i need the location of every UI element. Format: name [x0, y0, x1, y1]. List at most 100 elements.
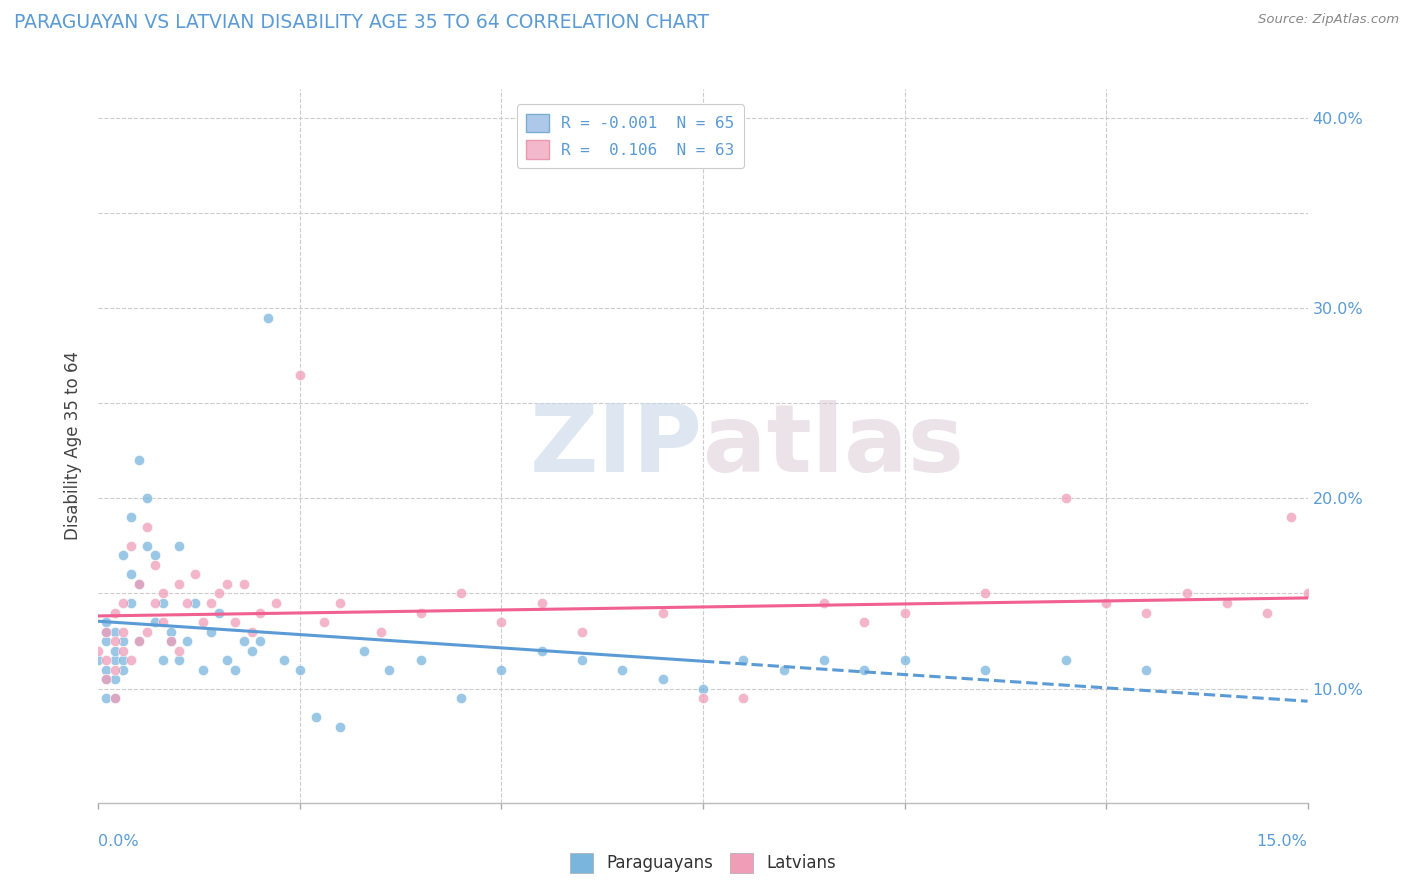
Point — [128, 634, 150, 648]
Point — [152, 586, 174, 600]
Point — [120, 510, 142, 524]
Point — [893, 653, 915, 667]
Point — [87, 653, 110, 667]
Point — [160, 634, 183, 648]
Point — [143, 549, 166, 563]
Point — [176, 596, 198, 610]
Point — [571, 653, 593, 667]
Point — [111, 653, 134, 667]
Point — [232, 634, 254, 648]
Point — [193, 663, 215, 677]
Point — [103, 663, 125, 677]
Point — [103, 643, 125, 657]
Point — [974, 663, 997, 677]
Text: ZIP: ZIP — [530, 400, 703, 492]
Point — [377, 663, 399, 677]
Point — [160, 634, 183, 648]
Point — [530, 596, 553, 610]
Point — [974, 586, 997, 600]
Point — [329, 596, 352, 610]
Point — [103, 653, 125, 667]
Point — [651, 672, 673, 686]
Point — [143, 596, 166, 610]
Point — [120, 539, 142, 553]
Text: 15.0%: 15.0% — [1257, 834, 1308, 849]
Point — [409, 653, 432, 667]
Point — [1281, 510, 1303, 524]
Point — [232, 577, 254, 591]
Point — [651, 606, 673, 620]
Point — [111, 596, 134, 610]
Point — [103, 634, 125, 648]
Point — [135, 491, 157, 506]
Point — [103, 672, 125, 686]
Point — [530, 643, 553, 657]
Point — [273, 653, 295, 667]
Point — [217, 653, 239, 667]
Point — [733, 653, 755, 667]
Point — [120, 653, 142, 667]
Point — [288, 368, 311, 382]
Point — [111, 624, 134, 639]
Point — [612, 663, 634, 677]
Point — [224, 663, 246, 677]
Point — [305, 710, 328, 724]
Point — [813, 653, 835, 667]
Point — [893, 606, 915, 620]
Point — [1376, 500, 1399, 515]
Y-axis label: Disability Age 35 to 64: Disability Age 35 to 64 — [65, 351, 83, 541]
Point — [96, 624, 118, 639]
Point — [111, 663, 134, 677]
Point — [160, 624, 183, 639]
Point — [491, 663, 513, 677]
Text: atlas: atlas — [703, 400, 965, 492]
Point — [152, 596, 174, 610]
Point — [264, 596, 287, 610]
Point — [450, 586, 472, 600]
Point — [1135, 606, 1157, 620]
Point — [103, 691, 125, 706]
Point — [1256, 606, 1278, 620]
Point — [1095, 596, 1118, 610]
Point — [288, 663, 311, 677]
Point — [240, 624, 263, 639]
Point — [1135, 663, 1157, 677]
Point — [1361, 596, 1384, 610]
Point — [813, 596, 835, 610]
Point — [143, 558, 166, 572]
Point — [353, 643, 375, 657]
Point — [103, 691, 125, 706]
Legend: Paraguayans, Latvians: Paraguayans, Latvians — [562, 847, 844, 880]
Point — [193, 615, 215, 629]
Point — [217, 577, 239, 591]
Point — [249, 634, 271, 648]
Point — [135, 520, 157, 534]
Point — [208, 586, 231, 600]
Point — [152, 615, 174, 629]
Point — [208, 606, 231, 620]
Point — [96, 672, 118, 686]
Point — [128, 577, 150, 591]
Point — [167, 539, 190, 553]
Point — [314, 615, 336, 629]
Point — [491, 615, 513, 629]
Point — [135, 624, 157, 639]
Point — [1296, 586, 1319, 600]
Text: PARAGUAYAN VS LATVIAN DISABILITY AGE 35 TO 64 CORRELATION CHART: PARAGUAYAN VS LATVIAN DISABILITY AGE 35 … — [14, 13, 709, 32]
Point — [135, 539, 157, 553]
Point — [128, 634, 150, 648]
Point — [329, 720, 352, 734]
Point — [692, 691, 714, 706]
Point — [96, 634, 118, 648]
Legend: R = -0.001  N = 65, R =  0.106  N = 63: R = -0.001 N = 65, R = 0.106 N = 63 — [516, 104, 744, 169]
Point — [96, 653, 118, 667]
Point — [450, 691, 472, 706]
Point — [1216, 596, 1239, 610]
Point — [409, 606, 432, 620]
Point — [167, 643, 190, 657]
Point — [96, 672, 118, 686]
Point — [167, 577, 190, 591]
Point — [853, 615, 876, 629]
Point — [184, 567, 207, 582]
Point — [111, 643, 134, 657]
